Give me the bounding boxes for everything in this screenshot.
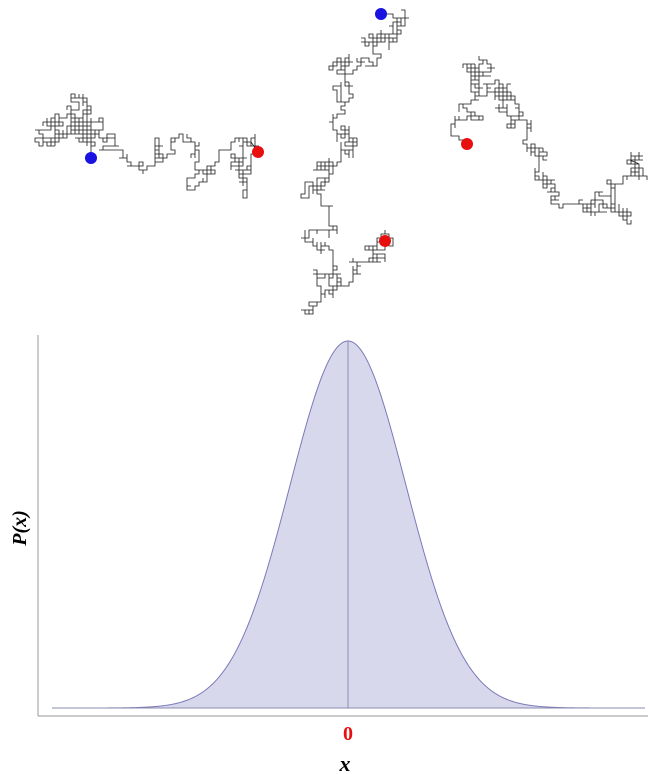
distribution-chart: 0 x P(x) (9, 335, 648, 774)
walk-2-start-marker (375, 8, 387, 20)
walk-1 (34, 93, 264, 199)
walk-1-start-marker (85, 152, 97, 164)
random-walks (34, 8, 648, 315)
walk-3-path (450, 56, 648, 225)
walk-1-path (34, 93, 259, 199)
walk-2 (300, 8, 409, 315)
walk-2-path (300, 9, 409, 315)
walk-3 (450, 56, 648, 225)
walk-3-end-marker (461, 138, 473, 150)
walk-2-end-marker (379, 235, 391, 247)
y-axis-label: P(x) (9, 510, 31, 547)
x-axis-label: x (339, 751, 351, 774)
walk-1-end-marker (252, 146, 264, 158)
x-tick-label-0: 0 (343, 723, 353, 745)
